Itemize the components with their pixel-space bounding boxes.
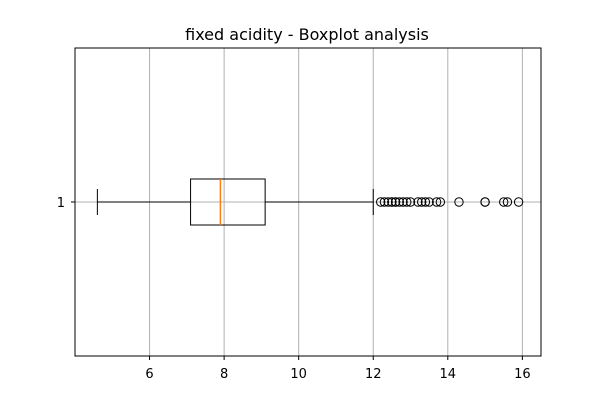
outlier-point — [390, 197, 401, 207]
outlier-point — [379, 197, 390, 207]
outlier-point — [417, 197, 427, 207]
box-layer — [96, 178, 374, 226]
outlier-point — [413, 197, 423, 207]
outlier-point — [405, 197, 416, 207]
outlier-point — [480, 197, 490, 207]
outlier-point — [420, 197, 431, 207]
outlier-point — [513, 197, 524, 207]
outlier-layer — [375, 197, 524, 207]
y-tick-label: 1 — [57, 196, 65, 211]
iqr-box — [190, 178, 266, 226]
x-axis: 6 8 10 12 14 16 — [145, 356, 531, 382]
x-tick-label: 12 — [365, 367, 382, 382]
outlier-point — [431, 197, 442, 207]
outlier-point — [394, 197, 405, 207]
outlier-point — [454, 197, 464, 207]
x-tick-label: 14 — [440, 367, 457, 382]
outlier-point — [387, 197, 397, 207]
outlier-point — [375, 197, 386, 207]
outlier-point — [424, 197, 434, 207]
outlier-point — [502, 197, 513, 207]
x-tick-label: 8 — [220, 367, 228, 382]
y-axis: 1 — [57, 196, 75, 211]
outlier-point — [402, 197, 412, 207]
chart-title: fixed acidity - Boxplot analysis — [185, 25, 429, 44]
x-tick-label: 16 — [514, 367, 531, 382]
x-tick-label: 6 — [145, 367, 153, 382]
outlier-point — [398, 197, 408, 207]
x-tick-label: 10 — [290, 367, 307, 382]
outlier-point — [499, 197, 509, 207]
outlier-point — [383, 197, 393, 207]
outlier-point — [435, 197, 446, 207]
